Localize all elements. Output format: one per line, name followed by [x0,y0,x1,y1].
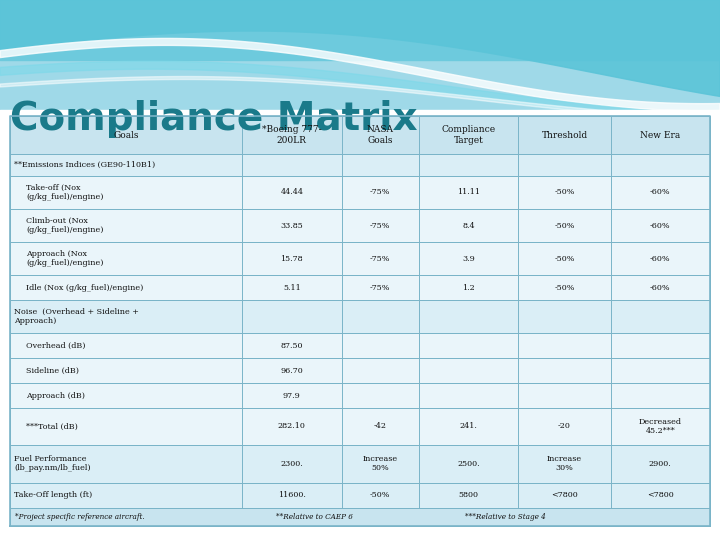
Text: 282.10: 282.10 [278,422,306,430]
Text: 11600.: 11600. [278,491,306,500]
Text: -50%: -50% [370,491,390,500]
Text: -60%: -60% [650,221,670,229]
Text: ***Total (dB): ***Total (dB) [26,422,78,430]
Text: -75%: -75% [370,255,390,263]
Polygon shape [10,154,710,176]
Text: Take-Off length (ft): Take-Off length (ft) [14,491,92,500]
Text: Noise  (Overhead + Sideline +
Approach): Noise (Overhead + Sideline + Approach) [14,308,139,326]
Polygon shape [10,176,710,209]
Text: 96.70: 96.70 [281,367,303,375]
Text: -50%: -50% [554,221,575,229]
Text: 44.44: 44.44 [280,188,303,197]
Polygon shape [10,242,710,275]
Text: Threshold: Threshold [541,131,588,139]
Text: Overhead (dB): Overhead (dB) [26,342,86,350]
Text: -75%: -75% [370,284,390,292]
Text: Approach (Nox
(g/kg_fuel)/engine): Approach (Nox (g/kg_fuel)/engine) [26,250,104,267]
Text: 1.2: 1.2 [462,284,475,292]
Polygon shape [10,483,710,508]
Text: 8.4: 8.4 [462,221,475,229]
Text: *Boeing 777-
200LR: *Boeing 777- 200LR [262,125,322,145]
Polygon shape [10,359,710,383]
Text: **Relative to CAEP 6: **Relative to CAEP 6 [276,513,353,521]
Text: Sideline (dB): Sideline (dB) [26,367,79,375]
Polygon shape [10,383,710,408]
Text: Increase
30%: Increase 30% [547,455,582,472]
Text: 5.11: 5.11 [283,284,301,292]
Text: 97.9: 97.9 [283,392,301,400]
Text: -50%: -50% [554,284,575,292]
Text: -60%: -60% [650,188,670,197]
Text: -60%: -60% [650,284,670,292]
Text: 241.: 241. [460,422,477,430]
Text: **Emissions Indices (GE90-110B1): **Emissions Indices (GE90-110B1) [14,161,156,169]
Text: 15.78: 15.78 [281,255,303,263]
Polygon shape [10,408,710,444]
Text: Fuel Performance
(lb_pay.nm/lb_fuel): Fuel Performance (lb_pay.nm/lb_fuel) [14,455,91,472]
Text: Idle (Nox (g/kg_fuel)/engine): Idle (Nox (g/kg_fuel)/engine) [26,284,143,292]
Text: 2900.: 2900. [649,460,672,468]
Text: Goals: Goals [113,131,139,139]
Text: Take-off (Nox
(g/kg_fuel)/engine): Take-off (Nox (g/kg_fuel)/engine) [26,184,104,201]
Polygon shape [10,209,710,242]
Text: <7800: <7800 [551,491,578,500]
Text: -75%: -75% [370,188,390,197]
Text: ***Relative to Stage 4: ***Relative to Stage 4 [465,513,546,521]
Text: -50%: -50% [554,255,575,263]
Text: Increase
50%: Increase 50% [363,455,398,472]
Text: Compliance Matrix: Compliance Matrix [10,100,418,138]
Text: *Project specific reference aircraft.: *Project specific reference aircraft. [15,513,145,521]
Text: 5800: 5800 [459,491,479,500]
Text: -42: -42 [374,422,387,430]
Text: Decreased
45.2***: Decreased 45.2*** [639,418,682,435]
Text: Climb-out (Nox
(g/kg_fuel)/engine): Climb-out (Nox (g/kg_fuel)/engine) [26,217,104,234]
Polygon shape [10,444,710,483]
Text: 33.85: 33.85 [281,221,303,229]
Text: 3.9: 3.9 [462,255,475,263]
Text: Approach (dB): Approach (dB) [26,392,85,400]
Text: 11.11: 11.11 [457,188,480,197]
Text: -20: -20 [558,422,571,430]
Polygon shape [10,333,710,359]
Polygon shape [10,275,710,300]
Text: Compliance
Target: Compliance Target [441,125,496,145]
Text: NASA
Goals: NASA Goals [366,125,394,145]
Text: 2500.: 2500. [457,460,480,468]
Text: 2300.: 2300. [281,460,303,468]
Polygon shape [10,300,710,333]
Text: New Era: New Era [640,131,680,139]
Text: 87.50: 87.50 [281,342,303,350]
Polygon shape [10,116,710,154]
Text: -50%: -50% [554,188,575,197]
Text: <7800: <7800 [647,491,674,500]
Polygon shape [10,508,710,526]
Text: -60%: -60% [650,255,670,263]
Text: -75%: -75% [370,221,390,229]
